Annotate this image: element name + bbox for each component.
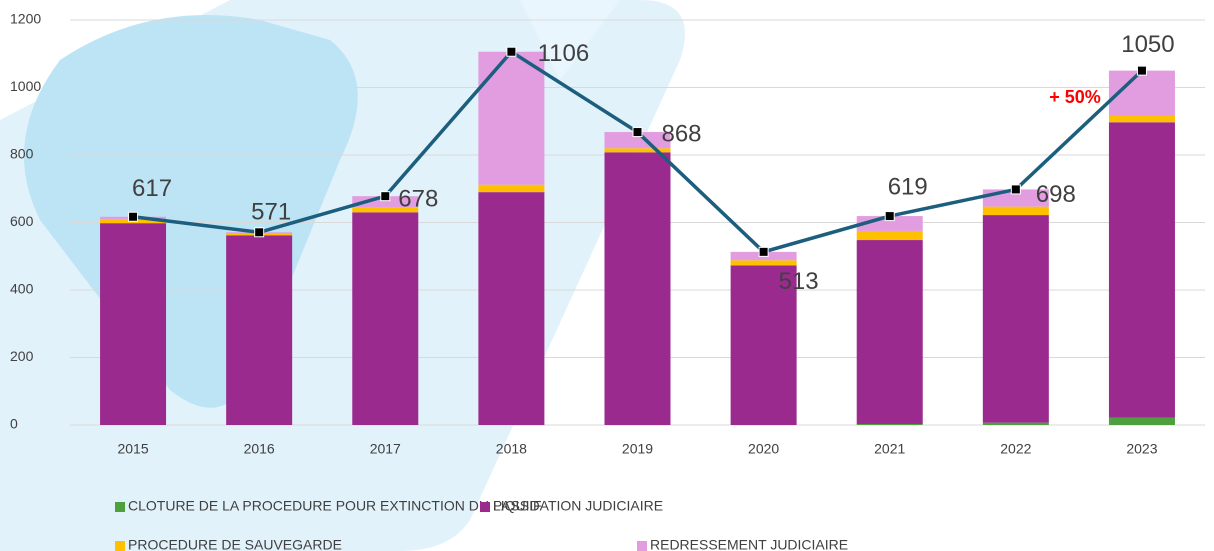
legend-label: PROCEDURE DE SAUVEGARDE <box>128 537 342 551</box>
y-tick-label: 200 <box>10 348 34 364</box>
x-tick-label: 2018 <box>496 441 527 457</box>
y-tick-label: 1200 <box>10 11 41 27</box>
bar-segment <box>604 148 671 153</box>
total-label: 678 <box>398 186 438 213</box>
legend-swatch <box>115 541 125 551</box>
total-label: 619 <box>888 173 928 200</box>
bar-segment <box>352 207 419 213</box>
total-marker <box>884 211 895 222</box>
total-marker <box>758 246 769 257</box>
bar-segment <box>856 240 923 424</box>
y-tick-label: 1000 <box>10 78 41 94</box>
total-marker <box>1136 65 1147 76</box>
bar-segment <box>478 192 545 425</box>
bar-segment <box>1108 122 1175 418</box>
legend-swatch <box>115 502 125 512</box>
bar-segment <box>856 423 923 425</box>
bar-segment <box>856 230 923 241</box>
x-tick-label: 2023 <box>1126 441 1157 457</box>
total-label: 513 <box>779 268 819 295</box>
legend-label: REDRESSEMENT JUDICIAIRE <box>650 537 848 551</box>
bar-segment <box>604 152 671 426</box>
annotation: + 50% <box>1049 87 1101 107</box>
x-tick-label: 2015 <box>117 441 148 457</box>
bar-segment <box>352 196 419 208</box>
total-marker <box>1010 184 1021 195</box>
bar-segment <box>226 235 293 425</box>
bar-segment <box>604 132 671 149</box>
total-label: 868 <box>661 120 701 147</box>
total-label: 571 <box>251 199 291 226</box>
bar-segment <box>982 215 1049 423</box>
total-marker <box>506 46 517 57</box>
legend-swatch <box>637 541 647 551</box>
x-tick-label: 2020 <box>748 441 779 457</box>
legend-swatch <box>480 502 490 512</box>
y-tick-label: 800 <box>10 146 34 162</box>
x-tick-label: 2022 <box>1000 441 1031 457</box>
bar-segment <box>478 51 545 185</box>
bar-segment <box>730 260 797 266</box>
y-tick-label: 400 <box>10 281 34 297</box>
legend-label: CLOTURE DE LA PROCEDURE POUR EXTINCTION … <box>128 498 542 514</box>
total-label: 1050 <box>1121 31 1174 58</box>
bar-segment <box>982 422 1049 425</box>
x-tick-label: 2021 <box>874 441 905 457</box>
bar-segment <box>1108 417 1175 425</box>
y-tick-label: 600 <box>10 213 34 229</box>
bar-segment <box>478 184 545 193</box>
y-tick-label: 0 <box>10 416 18 432</box>
bar-segment <box>1108 115 1175 123</box>
total-label: 617 <box>132 175 172 202</box>
total-label: 1106 <box>538 40 590 67</box>
bar-segment <box>982 206 1049 216</box>
x-tick-label: 2016 <box>244 441 275 457</box>
total-marker <box>128 211 139 222</box>
total-label: 698 <box>1036 181 1076 208</box>
bar-segment <box>730 265 797 425</box>
total-marker <box>632 127 643 138</box>
x-tick-label: 2017 <box>370 441 401 457</box>
legend-label: LIQUIDATION JUDICIAIRE <box>493 498 663 514</box>
bar-segment <box>352 212 419 425</box>
x-tick-label: 2019 <box>622 441 653 457</box>
total-marker <box>380 191 391 202</box>
bar-segment <box>100 223 167 425</box>
total-marker <box>254 227 265 238</box>
